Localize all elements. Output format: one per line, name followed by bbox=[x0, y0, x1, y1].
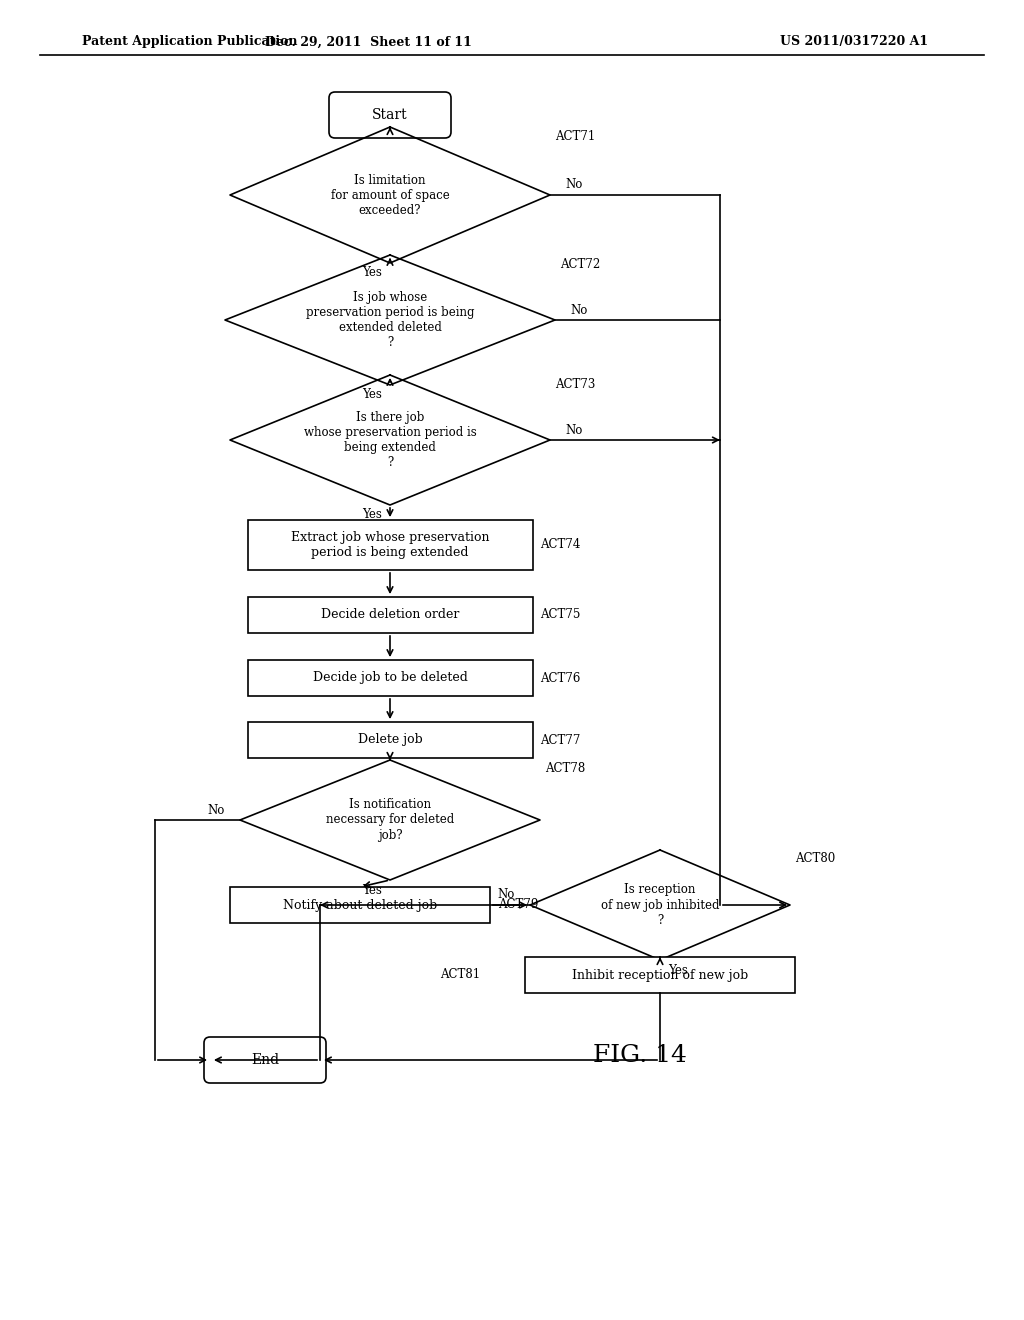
Text: End: End bbox=[251, 1053, 280, 1067]
Bar bbox=[248, 597, 532, 634]
Text: Notify about deleted job: Notify about deleted job bbox=[283, 899, 437, 912]
Text: Yes: Yes bbox=[362, 883, 382, 896]
Text: Delete job: Delete job bbox=[357, 734, 422, 747]
Text: No: No bbox=[570, 304, 588, 317]
Text: ACT71: ACT71 bbox=[555, 131, 595, 144]
Polygon shape bbox=[530, 850, 790, 960]
Text: Inhibit reception of new job: Inhibit reception of new job bbox=[571, 969, 749, 982]
Text: Decide deletion order: Decide deletion order bbox=[321, 609, 459, 622]
Bar bbox=[248, 722, 532, 758]
Bar bbox=[248, 660, 532, 696]
Text: ACT79: ACT79 bbox=[498, 899, 539, 912]
Text: Yes: Yes bbox=[362, 388, 382, 401]
Text: FIG. 14: FIG. 14 bbox=[593, 1044, 687, 1067]
Text: No: No bbox=[565, 178, 583, 191]
Text: ACT80: ACT80 bbox=[795, 851, 836, 865]
Text: ACT74: ACT74 bbox=[541, 539, 581, 552]
Bar bbox=[525, 957, 795, 993]
Polygon shape bbox=[225, 255, 555, 385]
Text: Yes: Yes bbox=[362, 267, 382, 280]
Polygon shape bbox=[230, 127, 550, 263]
Text: Is reception
of new job inhibited
?: Is reception of new job inhibited ? bbox=[601, 883, 719, 927]
Text: ACT75: ACT75 bbox=[541, 609, 581, 622]
Text: Is there job
whose preservation period is
being extended
?: Is there job whose preservation period i… bbox=[304, 411, 476, 469]
Text: ACT72: ACT72 bbox=[560, 259, 600, 272]
Polygon shape bbox=[240, 760, 540, 880]
Bar bbox=[230, 887, 490, 923]
Text: No: No bbox=[565, 424, 583, 437]
Text: Yes: Yes bbox=[668, 964, 688, 977]
Text: Extract job whose preservation
period is being extended: Extract job whose preservation period is… bbox=[291, 531, 489, 558]
FancyBboxPatch shape bbox=[329, 92, 451, 139]
Text: Is notification
necessary for deleted
job?: Is notification necessary for deleted jo… bbox=[326, 799, 454, 842]
Text: Decide job to be deleted: Decide job to be deleted bbox=[312, 672, 467, 685]
Text: ACT77: ACT77 bbox=[541, 734, 581, 747]
FancyBboxPatch shape bbox=[204, 1038, 326, 1082]
Text: ACT81: ACT81 bbox=[440, 969, 480, 982]
Text: ACT73: ACT73 bbox=[555, 379, 595, 392]
Text: Dec. 29, 2011  Sheet 11 of 11: Dec. 29, 2011 Sheet 11 of 11 bbox=[264, 36, 471, 49]
Text: Is limitation
for amount of space
exceeded?: Is limitation for amount of space exceed… bbox=[331, 173, 450, 216]
Text: ACT78: ACT78 bbox=[545, 762, 586, 775]
Text: Patent Application Publication: Patent Application Publication bbox=[82, 36, 298, 49]
Polygon shape bbox=[230, 375, 550, 506]
Bar bbox=[248, 520, 532, 570]
Text: Yes: Yes bbox=[362, 508, 382, 521]
Text: Start: Start bbox=[372, 108, 408, 121]
Text: US 2011/0317220 A1: US 2011/0317220 A1 bbox=[780, 36, 928, 49]
Text: No: No bbox=[498, 888, 515, 902]
Text: Is job whose
preservation period is being
extended deleted
?: Is job whose preservation period is bein… bbox=[306, 290, 474, 348]
Text: No: No bbox=[208, 804, 225, 817]
Text: ACT76: ACT76 bbox=[541, 672, 581, 685]
